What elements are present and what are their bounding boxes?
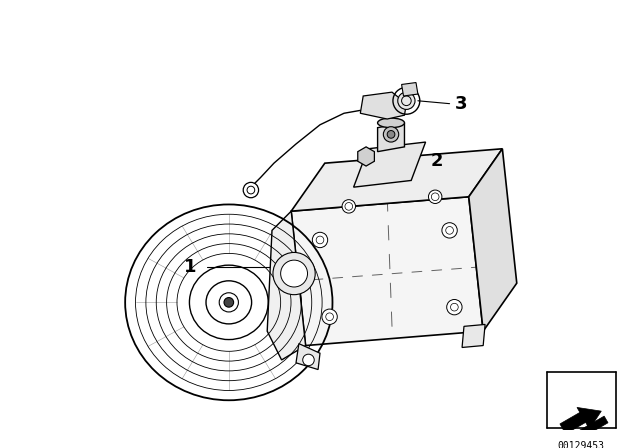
Circle shape [303, 354, 314, 366]
Text: 2: 2 [430, 152, 443, 170]
Ellipse shape [206, 281, 252, 324]
Circle shape [312, 232, 328, 248]
Circle shape [428, 190, 442, 203]
Circle shape [442, 223, 457, 238]
Polygon shape [560, 407, 602, 434]
Circle shape [383, 127, 399, 142]
Polygon shape [358, 147, 374, 166]
Circle shape [397, 92, 415, 109]
Circle shape [273, 252, 316, 295]
Circle shape [447, 299, 462, 315]
Circle shape [220, 293, 239, 312]
Polygon shape [568, 416, 608, 444]
Text: 00129453: 00129453 [557, 441, 605, 448]
Polygon shape [462, 324, 485, 348]
Circle shape [243, 182, 259, 198]
Circle shape [342, 200, 355, 213]
Text: 3: 3 [454, 95, 467, 112]
Circle shape [224, 297, 234, 307]
Circle shape [387, 130, 395, 138]
Circle shape [281, 260, 308, 287]
Polygon shape [378, 123, 404, 152]
Ellipse shape [378, 118, 404, 128]
Text: 1: 1 [184, 258, 196, 276]
Polygon shape [291, 149, 502, 211]
Polygon shape [468, 149, 516, 331]
Polygon shape [291, 197, 483, 345]
Polygon shape [401, 82, 418, 96]
Polygon shape [353, 142, 426, 187]
Polygon shape [360, 92, 406, 119]
Polygon shape [296, 344, 320, 370]
Circle shape [322, 309, 337, 324]
Polygon shape [268, 211, 306, 360]
